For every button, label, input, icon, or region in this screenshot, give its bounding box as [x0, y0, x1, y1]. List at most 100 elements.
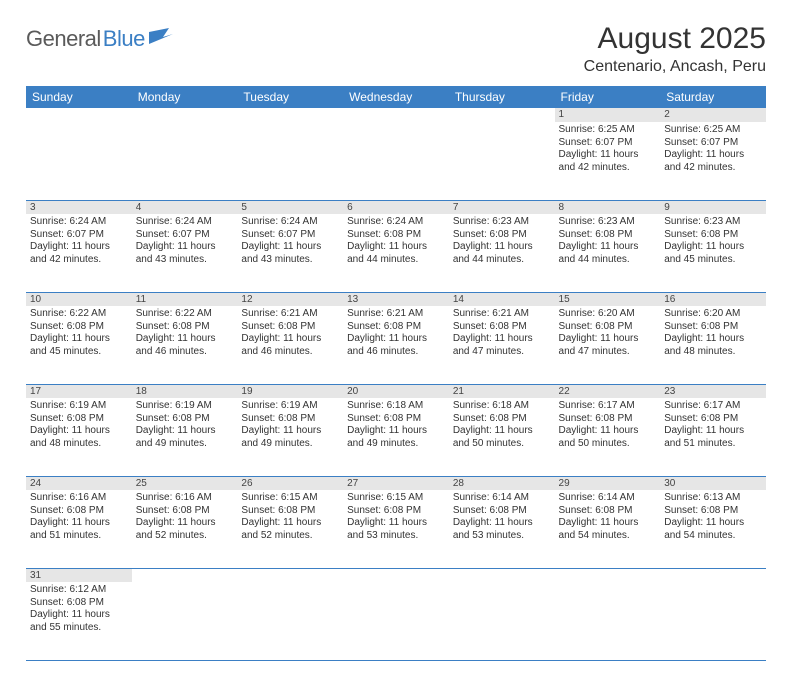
- cell-content: Sunrise: 6:19 AMSunset: 6:08 PMDaylight:…: [132, 398, 238, 452]
- cell-content: Sunrise: 6:15 AMSunset: 6:08 PMDaylight:…: [343, 490, 449, 544]
- cell-content: Sunrise: 6:14 AMSunset: 6:08 PMDaylight:…: [449, 490, 555, 544]
- day-number-cell: 13: [343, 292, 449, 306]
- cell-content: Sunrise: 6:16 AMSunset: 6:08 PMDaylight:…: [132, 490, 238, 544]
- day-number-cell: [555, 568, 661, 582]
- calendar-cell: Sunrise: 6:21 AMSunset: 6:08 PMDaylight:…: [449, 306, 555, 384]
- logo-text-general: General: [26, 26, 101, 52]
- day-number-cell: 2: [660, 108, 766, 122]
- cell-content: Sunrise: 6:12 AMSunset: 6:08 PMDaylight:…: [26, 582, 132, 636]
- calendar-table: Sunday Monday Tuesday Wednesday Thursday…: [26, 86, 766, 661]
- day-number-cell: 14: [449, 292, 555, 306]
- cell-content: Sunrise: 6:21 AMSunset: 6:08 PMDaylight:…: [343, 306, 449, 360]
- cell-content: Sunrise: 6:19 AMSunset: 6:08 PMDaylight:…: [237, 398, 343, 452]
- cell-content: Sunrise: 6:18 AMSunset: 6:08 PMDaylight:…: [343, 398, 449, 452]
- calendar-cell: Sunrise: 6:17 AMSunset: 6:08 PMDaylight:…: [555, 398, 661, 476]
- day-number-row: 24252627282930: [26, 476, 766, 490]
- cell-content: Sunrise: 6:25 AMSunset: 6:07 PMDaylight:…: [555, 122, 661, 176]
- calendar-cell: Sunrise: 6:20 AMSunset: 6:08 PMDaylight:…: [555, 306, 661, 384]
- day-header: Thursday: [449, 86, 555, 108]
- calendar-cell: [132, 122, 238, 200]
- day-number-cell: 31: [26, 568, 132, 582]
- day-header: Monday: [132, 86, 238, 108]
- cell-content: Sunrise: 6:16 AMSunset: 6:08 PMDaylight:…: [26, 490, 132, 544]
- day-number-cell: 16: [660, 292, 766, 306]
- day-number-cell: [660, 568, 766, 582]
- day-number-cell: [237, 568, 343, 582]
- day-number-cell: 3: [26, 200, 132, 214]
- day-number-cell: 15: [555, 292, 661, 306]
- calendar-cell: Sunrise: 6:21 AMSunset: 6:08 PMDaylight:…: [237, 306, 343, 384]
- calendar-cell: Sunrise: 6:25 AMSunset: 6:07 PMDaylight:…: [555, 122, 661, 200]
- calendar-cell: Sunrise: 6:23 AMSunset: 6:08 PMDaylight:…: [555, 214, 661, 292]
- day-header-row: Sunday Monday Tuesday Wednesday Thursday…: [26, 86, 766, 108]
- cell-content: Sunrise: 6:22 AMSunset: 6:08 PMDaylight:…: [26, 306, 132, 360]
- day-number-row: 31: [26, 568, 766, 582]
- calendar-cell: [555, 582, 661, 660]
- calendar-week-row: Sunrise: 6:16 AMSunset: 6:08 PMDaylight:…: [26, 490, 766, 568]
- cell-content: Sunrise: 6:17 AMSunset: 6:08 PMDaylight:…: [660, 398, 766, 452]
- calendar-cell: Sunrise: 6:23 AMSunset: 6:08 PMDaylight:…: [449, 214, 555, 292]
- location: Centenario, Ancash, Peru: [584, 58, 766, 76]
- title-block: August 2025 Centenario, Ancash, Peru: [584, 22, 766, 76]
- calendar-cell: Sunrise: 6:25 AMSunset: 6:07 PMDaylight:…: [660, 122, 766, 200]
- calendar-cell: [449, 582, 555, 660]
- calendar-cell: Sunrise: 6:24 AMSunset: 6:07 PMDaylight:…: [132, 214, 238, 292]
- cell-content: Sunrise: 6:19 AMSunset: 6:08 PMDaylight:…: [26, 398, 132, 452]
- calendar-cell: Sunrise: 6:19 AMSunset: 6:08 PMDaylight:…: [132, 398, 238, 476]
- calendar-cell: Sunrise: 6:16 AMSunset: 6:08 PMDaylight:…: [26, 490, 132, 568]
- calendar-cell: [132, 582, 238, 660]
- calendar-cell: [237, 122, 343, 200]
- cell-content: Sunrise: 6:17 AMSunset: 6:08 PMDaylight:…: [555, 398, 661, 452]
- day-number-cell: 17: [26, 384, 132, 398]
- calendar-cell: Sunrise: 6:17 AMSunset: 6:08 PMDaylight:…: [660, 398, 766, 476]
- calendar-week-row: Sunrise: 6:24 AMSunset: 6:07 PMDaylight:…: [26, 214, 766, 292]
- cell-content: Sunrise: 6:24 AMSunset: 6:08 PMDaylight:…: [343, 214, 449, 268]
- cell-content: Sunrise: 6:21 AMSunset: 6:08 PMDaylight:…: [449, 306, 555, 360]
- calendar-cell: [237, 582, 343, 660]
- calendar-cell: Sunrise: 6:24 AMSunset: 6:07 PMDaylight:…: [237, 214, 343, 292]
- calendar-cell: Sunrise: 6:16 AMSunset: 6:08 PMDaylight:…: [132, 490, 238, 568]
- day-number-cell: 20: [343, 384, 449, 398]
- day-number-cell: [343, 568, 449, 582]
- calendar-cell: Sunrise: 6:18 AMSunset: 6:08 PMDaylight:…: [449, 398, 555, 476]
- cell-content: Sunrise: 6:24 AMSunset: 6:07 PMDaylight:…: [132, 214, 238, 268]
- cell-content: Sunrise: 6:13 AMSunset: 6:08 PMDaylight:…: [660, 490, 766, 544]
- cell-content: Sunrise: 6:24 AMSunset: 6:07 PMDaylight:…: [237, 214, 343, 268]
- day-number-row: 17181920212223: [26, 384, 766, 398]
- calendar-cell: [26, 122, 132, 200]
- month-title: August 2025: [584, 22, 766, 56]
- day-header: Sunday: [26, 86, 132, 108]
- calendar-cell: Sunrise: 6:15 AMSunset: 6:08 PMDaylight:…: [343, 490, 449, 568]
- calendar-cell: Sunrise: 6:20 AMSunset: 6:08 PMDaylight:…: [660, 306, 766, 384]
- calendar-week-row: Sunrise: 6:22 AMSunset: 6:08 PMDaylight:…: [26, 306, 766, 384]
- day-number-cell: 7: [449, 200, 555, 214]
- cell-content: Sunrise: 6:18 AMSunset: 6:08 PMDaylight:…: [449, 398, 555, 452]
- calendar-cell: Sunrise: 6:14 AMSunset: 6:08 PMDaylight:…: [555, 490, 661, 568]
- day-number-cell: 12: [237, 292, 343, 306]
- day-number-cell: [132, 108, 238, 122]
- day-number-cell: [237, 108, 343, 122]
- calendar-week-row: Sunrise: 6:19 AMSunset: 6:08 PMDaylight:…: [26, 398, 766, 476]
- calendar-cell: Sunrise: 6:24 AMSunset: 6:07 PMDaylight:…: [26, 214, 132, 292]
- day-number-row: 3456789: [26, 200, 766, 214]
- calendar-week-row: Sunrise: 6:12 AMSunset: 6:08 PMDaylight:…: [26, 582, 766, 660]
- day-number-cell: [26, 108, 132, 122]
- day-number-cell: 26: [237, 476, 343, 490]
- calendar-cell: [343, 122, 449, 200]
- day-number-cell: 24: [26, 476, 132, 490]
- calendar-cell: Sunrise: 6:23 AMSunset: 6:08 PMDaylight:…: [660, 214, 766, 292]
- day-number-cell: 22: [555, 384, 661, 398]
- day-number-cell: 9: [660, 200, 766, 214]
- calendar-cell: [660, 582, 766, 660]
- cell-content: Sunrise: 6:20 AMSunset: 6:08 PMDaylight:…: [555, 306, 661, 360]
- day-number-cell: 23: [660, 384, 766, 398]
- cell-content: Sunrise: 6:15 AMSunset: 6:08 PMDaylight:…: [237, 490, 343, 544]
- calendar-cell: Sunrise: 6:13 AMSunset: 6:08 PMDaylight:…: [660, 490, 766, 568]
- logo-text-blue: Blue: [103, 26, 145, 52]
- flag-icon: [149, 28, 175, 51]
- calendar-cell: Sunrise: 6:18 AMSunset: 6:08 PMDaylight:…: [343, 398, 449, 476]
- day-number-cell: 1: [555, 108, 661, 122]
- day-number-cell: 4: [132, 200, 238, 214]
- calendar-cell: Sunrise: 6:24 AMSunset: 6:08 PMDaylight:…: [343, 214, 449, 292]
- calendar-cell: Sunrise: 6:21 AMSunset: 6:08 PMDaylight:…: [343, 306, 449, 384]
